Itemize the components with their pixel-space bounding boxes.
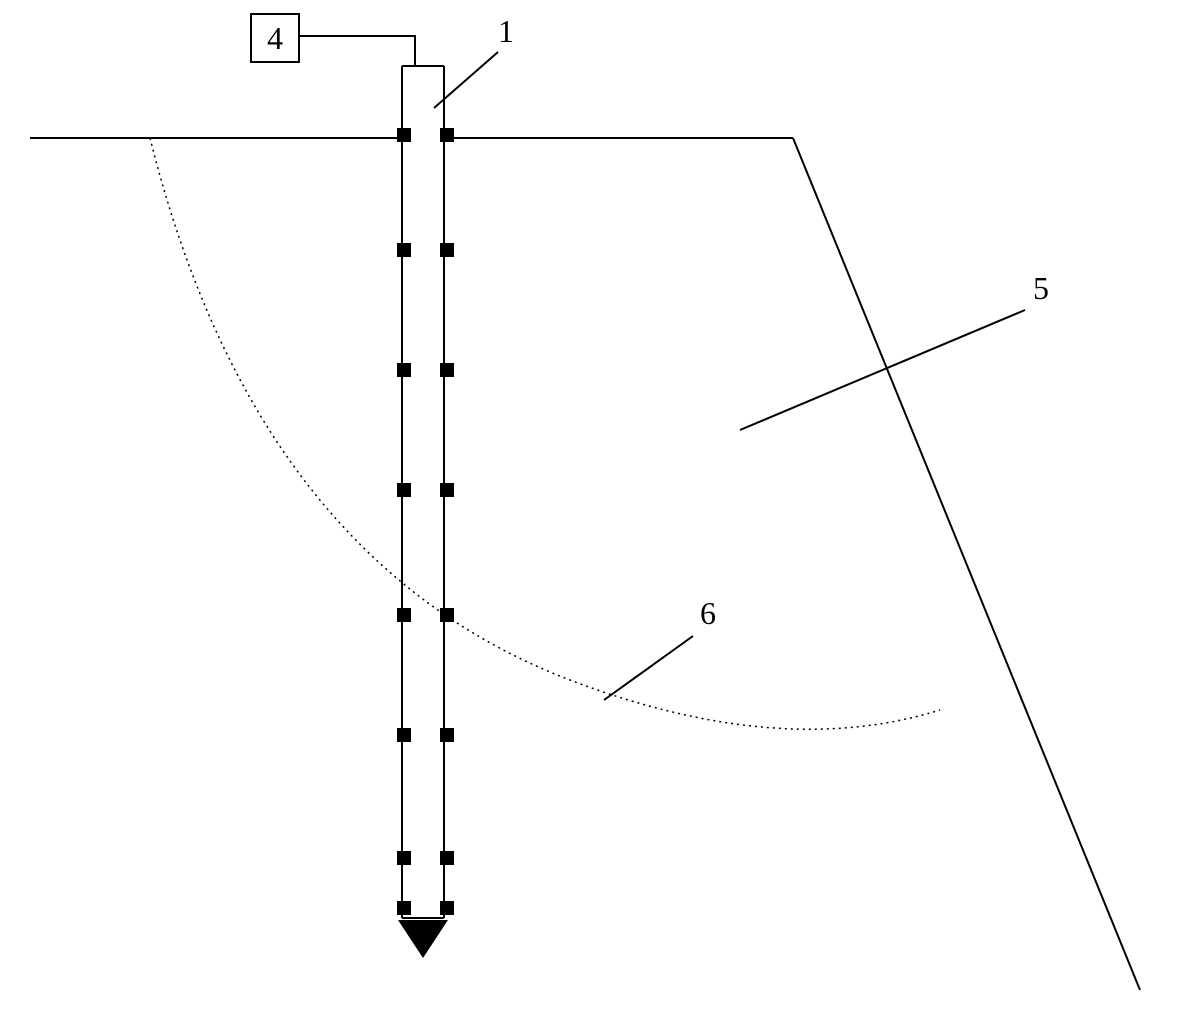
diagram-canvas: 4 1 5 6 [0, 0, 1182, 1023]
label-4-text: 4 [267, 20, 283, 57]
label-box-4: 4 [250, 13, 300, 63]
label-5: 5 [1033, 270, 1049, 307]
label-6: 6 [700, 595, 716, 632]
diagram-svg [0, 0, 1182, 1023]
label-1: 1 [498, 13, 514, 50]
